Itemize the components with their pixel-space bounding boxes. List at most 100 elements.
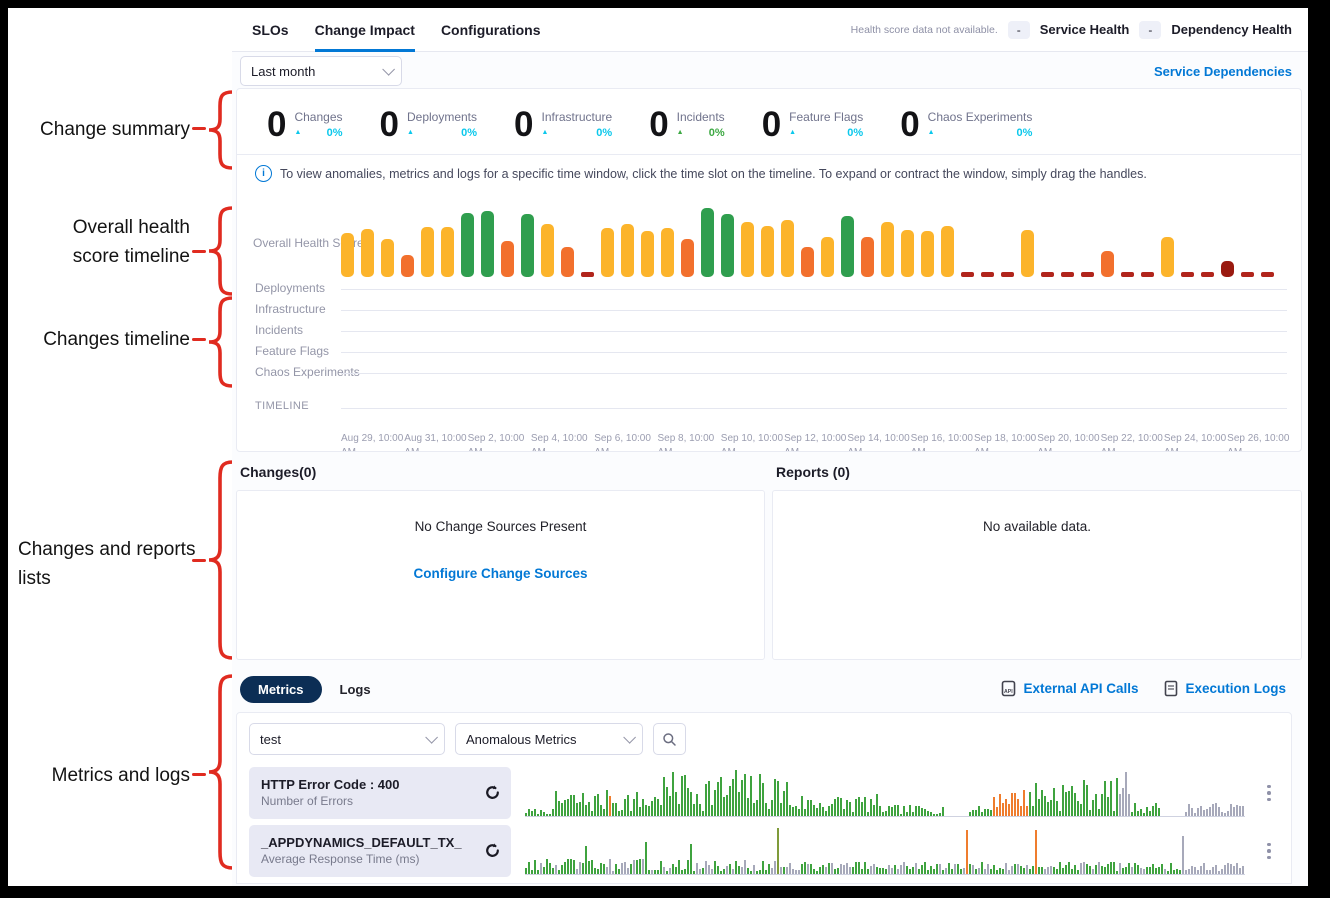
spark-bar [543,867,545,874]
spark-bar [1224,813,1226,816]
spark-bar [1212,804,1214,816]
health-score-bar[interactable] [941,226,954,277]
health-score-bar[interactable] [661,228,674,277]
health-score-bar[interactable] [681,239,694,277]
health-score-bar[interactable] [541,224,554,277]
health-score-bar[interactable] [641,231,654,277]
stat-label: Incidents [676,109,725,124]
refresh-icon[interactable] [484,784,501,801]
health-score-bar[interactable] [841,216,854,277]
refresh-icon[interactable] [484,842,501,859]
annotation-changes-timeline: Changes timeline [43,329,190,350]
health-score-bar[interactable] [481,211,494,277]
spark-bar [645,842,647,874]
spark-bar [1032,866,1034,874]
spark-bar [525,868,527,874]
external-api-calls-link[interactable]: API External API Calls [1001,680,1138,697]
health-score-bar[interactable] [961,272,974,277]
health-score-bar[interactable] [781,220,794,277]
spark-bar [639,807,641,816]
changes-timeline-rows: Deployments Infrastructure Incidents Featur… [237,278,1301,383]
health-score-bar[interactable] [821,237,834,277]
health-score-bar[interactable] [761,226,774,277]
health-score-bar[interactable] [701,208,714,277]
health-score-bar[interactable] [621,224,634,277]
health-score-bar[interactable] [1021,230,1034,277]
health-score-bar[interactable] [341,233,354,277]
health-score-bar[interactable] [381,239,394,277]
service-dependencies-link[interactable]: Service Dependencies [1153,63,1292,79]
spark-bar [858,797,860,816]
tab-change-impact[interactable]: Change Impact [314,8,415,52]
spark-bar [1089,866,1091,874]
spark-bar [1050,866,1052,874]
tab-slos[interactable]: SLOs [252,21,289,38]
health-score-bar[interactable] [1141,272,1154,277]
health-score-bar[interactable] [741,222,754,277]
service-filter-select[interactable]: test [249,723,445,755]
spark-bar [1092,869,1094,874]
spark-bar [600,863,602,874]
tab-metrics[interactable]: Metrics [240,676,322,703]
health-score-bar[interactable] [1201,272,1214,277]
health-score-bar[interactable] [1161,237,1174,277]
health-score-bar[interactable] [401,255,414,277]
spark-bar [870,866,872,874]
health-score-bar[interactable] [901,230,914,277]
health-score-bar[interactable] [801,247,814,277]
health-score-bar[interactable] [421,227,434,277]
health-score-bar[interactable] [521,214,534,277]
spark-bar [900,814,902,816]
health-score-bar[interactable] [721,214,734,277]
metric-type-select[interactable]: Anomalous Metrics [455,723,643,755]
health-score-bar[interactable] [881,222,894,277]
health-score-bar[interactable] [1101,251,1114,277]
health-score-bar[interactable] [1121,272,1134,277]
configure-change-sources-link[interactable]: Configure Change Sources [413,566,588,581]
tab-configurations[interactable]: Configurations [440,21,541,38]
spark-bar [669,796,671,816]
spark-bar [708,865,710,874]
spark-bar [1119,863,1121,874]
health-score-bar[interactable] [361,229,374,277]
health-score-bar[interactable] [1261,272,1274,277]
health-score-bar[interactable] [861,237,874,277]
execution-logs-link[interactable]: Execution Logs [1164,680,1286,697]
health-score-bar[interactable] [1221,261,1234,277]
health-score-bar[interactable] [581,272,594,277]
metric-menu-kebab-icon[interactable] [1259,767,1279,819]
spark-bar [675,867,677,874]
spark-bar [1131,812,1133,816]
health-score-bar[interactable] [1241,272,1254,277]
metric-info-card[interactable]: _APPDYNAMICS_DEFAULT_TX_ Average Respons… [249,825,511,877]
spark-bar [1098,862,1100,874]
search-button[interactable] [653,723,686,755]
spark-bar [978,868,980,874]
spark-bar [1050,800,1052,816]
health-score-bar[interactable] [561,247,574,277]
spark-bar [960,869,962,874]
time-range-select[interactable]: Last month [240,56,402,86]
health-score-bar[interactable] [921,231,934,277]
health-score-bar[interactable] [1001,272,1014,277]
health-score-bar[interactable] [461,213,474,277]
health-score-bar[interactable] [441,227,454,277]
spark-bar [693,871,695,874]
health-score-bar[interactable] [1041,272,1054,277]
health-score-bar[interactable] [981,272,994,277]
spark-bar [777,781,779,816]
health-score-bar[interactable] [601,228,614,277]
spark-bar [792,869,794,874]
spark-bar [789,863,791,874]
health-score-bar[interactable] [1081,272,1094,277]
spark-bar [1194,867,1196,874]
health-score-bar[interactable] [501,241,514,277]
health-score-bar[interactable] [1061,272,1074,277]
spark-bar [564,862,566,874]
metric-info-card[interactable]: HTTP Error Code : 400 Number of Errors [249,767,511,819]
overall-health-score-section: Overall Health Score [237,190,1301,278]
tab-logs[interactable]: Logs [339,682,371,697]
spark-bar [1020,866,1022,874]
health-score-bar[interactable] [1181,272,1194,277]
metric-menu-kebab-icon[interactable] [1259,825,1279,877]
